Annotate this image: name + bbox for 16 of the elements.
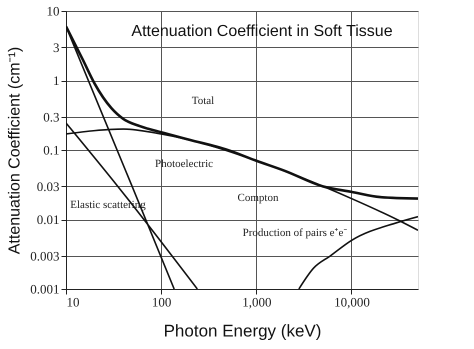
y-tick-label: 0.001 [30, 282, 60, 296]
y-axis-title: Attenuation Coefficient (cm⁻¹) [6, 46, 24, 254]
y-tick-label: 0.003 [30, 248, 60, 264]
x-axis-title: Photon Energy (keV) [164, 322, 322, 340]
x-tick-label: 100 [152, 294, 172, 310]
y-tick-label: 0.03 [36, 178, 60, 194]
x-tick-label: 10 [66, 294, 80, 310]
y-tick-label: 0.1 [43, 142, 60, 158]
y-tick-label: 0.3 [43, 109, 60, 124]
y-tick-label: 10 [46, 4, 60, 18]
y-tick-label: 3 [53, 40, 60, 55]
y-tick-label: 1 [53, 73, 60, 88]
annotation: Total [192, 95, 214, 107]
y-tick-label: 0.01 [36, 212, 60, 227]
x-tick-label: 1,000 [242, 294, 272, 310]
x-tick-label: 10,000 [334, 294, 370, 310]
